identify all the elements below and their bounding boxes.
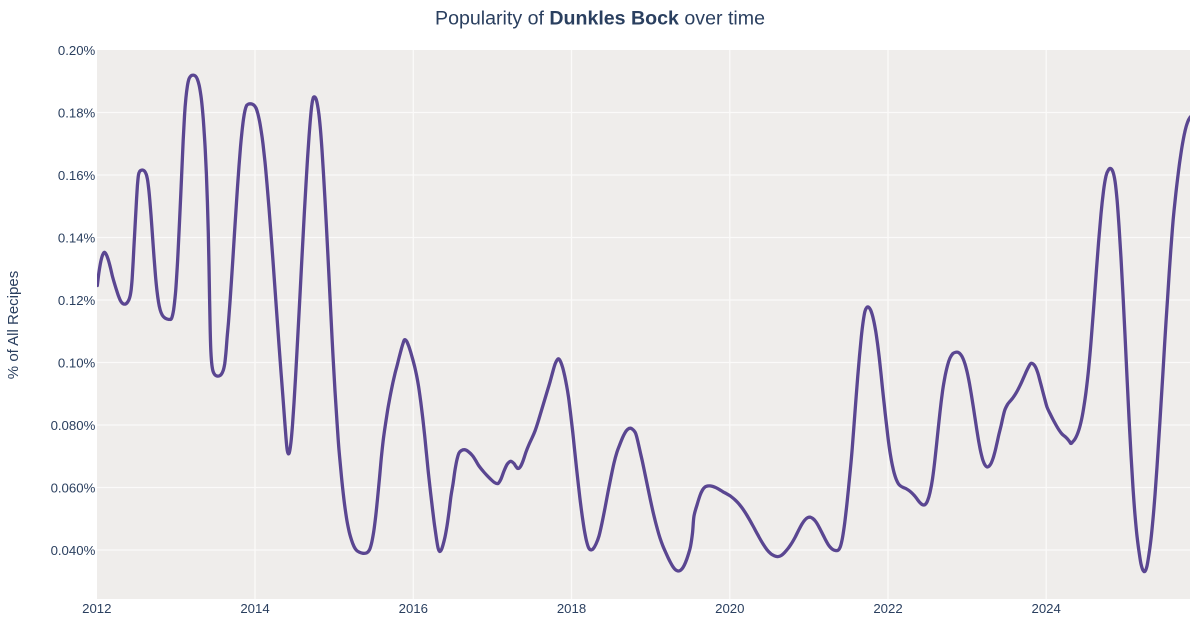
- svg-text:0.040%: 0.040%: [51, 543, 96, 558]
- svg-text:0.16%: 0.16%: [58, 168, 96, 183]
- svg-text:2018: 2018: [557, 601, 586, 616]
- svg-text:0.080%: 0.080%: [51, 418, 96, 433]
- svg-text:0.20%: 0.20%: [58, 43, 96, 58]
- svg-text:2012: 2012: [82, 601, 111, 616]
- svg-text:0.14%: 0.14%: [58, 231, 96, 246]
- svg-text:Popularity of Dunkles Bock ove: Popularity of Dunkles Bock over time: [435, 8, 765, 30]
- svg-text:2022: 2022: [873, 601, 902, 616]
- svg-text:0.10%: 0.10%: [58, 356, 96, 371]
- svg-text:2014: 2014: [240, 601, 269, 616]
- svg-text:0.18%: 0.18%: [58, 106, 96, 121]
- svg-text:2024: 2024: [1032, 601, 1061, 616]
- svg-text:0.12%: 0.12%: [58, 293, 96, 308]
- svg-text:% of All Recipes: % of All Recipes: [5, 271, 22, 379]
- svg-text:0.060%: 0.060%: [51, 481, 96, 496]
- svg-text:2016: 2016: [399, 601, 428, 616]
- svg-text:2020: 2020: [715, 601, 744, 616]
